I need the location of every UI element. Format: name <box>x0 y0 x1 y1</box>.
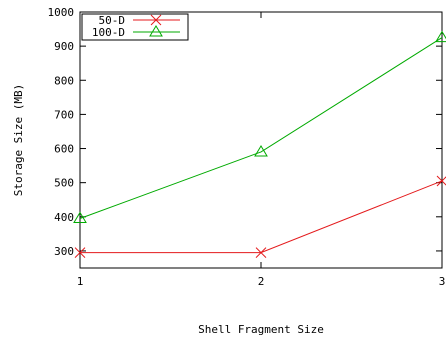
y-tick-label: 500 <box>54 177 74 190</box>
x-axis-label: Shell Fragment Size <box>198 323 324 336</box>
series-group <box>73 30 446 258</box>
axis-ticks: 300 400 500 600 700 800 900 1000 1 2 3 <box>48 6 446 288</box>
y-tick-label: 1000 <box>48 6 75 19</box>
series-line-1 <box>79 37 443 219</box>
data-point-marker <box>73 211 87 224</box>
plot-frame <box>79 11 443 269</box>
x-tick-label: 3 <box>439 275 446 288</box>
data-point-marker <box>254 144 268 157</box>
y-tick-label: 300 <box>54 245 74 258</box>
y-tick-label: 800 <box>54 74 74 87</box>
legend-label: 100-D <box>92 26 125 39</box>
data-point-marker <box>436 175 446 187</box>
y-tick-label: 900 <box>54 40 74 53</box>
data-point-marker <box>255 247 267 258</box>
data-point-marker <box>435 30 446 43</box>
y-tick-label: 400 <box>54 211 74 224</box>
y-tick-label: 600 <box>54 143 74 156</box>
legend-swatch-marker <box>150 14 162 26</box>
series-line-0 <box>80 180 443 254</box>
y-tick-label: 700 <box>54 108 74 121</box>
x-tick-label: 1 <box>77 275 84 288</box>
x-tick-label: 2 <box>258 275 265 288</box>
legend-box <box>81 13 189 41</box>
data-point-marker <box>74 247 86 258</box>
y-axis-label: Storage Size (MB) <box>12 84 25 197</box>
legend-swatch-marker <box>149 25 163 37</box>
legend-label: 50-D <box>99 14 126 27</box>
